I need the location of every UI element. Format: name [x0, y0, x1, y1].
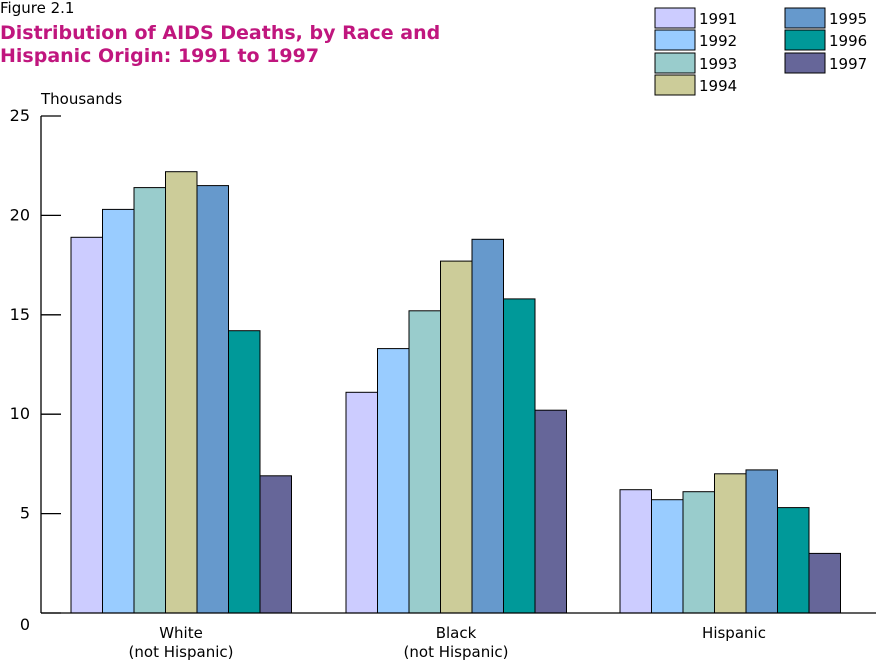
legend-swatch-1994: [654, 74, 696, 96]
bar-1993-1: [408, 310, 441, 614]
bar-1991-0: [70, 236, 103, 614]
legend-swatch-1996: [784, 29, 826, 51]
bar-1995-1: [471, 238, 504, 614]
y-tick-label: 20: [10, 205, 30, 224]
bar-1996-0: [228, 330, 261, 614]
y-tick-label: 0: [20, 615, 30, 634]
bar-1992-2: [651, 499, 684, 614]
bar-1993-2: [682, 491, 715, 614]
legend: 1991 1992 1993 1994 1995 1996 1997: [654, 7, 867, 96]
bar-1994-1: [440, 260, 473, 614]
bar-1992-0: [102, 208, 135, 614]
legend-label-1994: 1994: [699, 77, 737, 95]
category-label: Black: [436, 624, 477, 642]
legend-label-1995: 1995: [829, 10, 867, 28]
bar-1991-2: [619, 489, 652, 614]
category-label: White: [159, 624, 203, 642]
y-tick-label: 15: [10, 305, 30, 324]
bar-1994-2: [714, 473, 747, 614]
legend-swatch-1997: [784, 52, 826, 74]
bar-1997-1: [534, 409, 567, 614]
y-tick-label: 25: [10, 106, 30, 125]
legend-swatch-1991: [654, 7, 696, 29]
legend-swatch-1993: [654, 52, 696, 74]
bars-layer: [70, 171, 841, 614]
bar-1995-0: [196, 185, 229, 614]
chart-title: Distribution of AIDS Deaths, by Race and…: [0, 22, 441, 67]
bar-1992-1: [377, 348, 410, 614]
legend-label-1992: 1992: [699, 32, 737, 50]
bar-1995-2: [745, 469, 778, 614]
legend-label-1996: 1996: [829, 32, 867, 50]
legend-label-1993: 1993: [699, 55, 737, 73]
bar-1994-0: [165, 171, 198, 614]
bar-1996-2: [777, 507, 810, 614]
legend-label-1997: 1997: [829, 55, 867, 73]
y-tick-label: 5: [20, 504, 30, 523]
figure-label: Figure 2.1: [0, 0, 75, 17]
legend-label-1991: 1991: [699, 10, 737, 28]
category-label: Hispanic: [702, 624, 766, 642]
bar-1993-0: [133, 187, 166, 614]
legend-swatch-1995: [784, 7, 826, 29]
category-label: (not Hispanic): [404, 643, 509, 661]
category-label: (not Hispanic): [129, 643, 234, 661]
bar-1991-1: [345, 391, 378, 614]
y-tick-label: 10: [10, 404, 30, 423]
bar-1997-2: [808, 552, 841, 614]
legend-swatch-1992: [654, 29, 696, 51]
y-axis-label: Thousands: [41, 90, 123, 108]
bar-1997-0: [259, 475, 292, 614]
bar-1996-1: [503, 298, 536, 614]
